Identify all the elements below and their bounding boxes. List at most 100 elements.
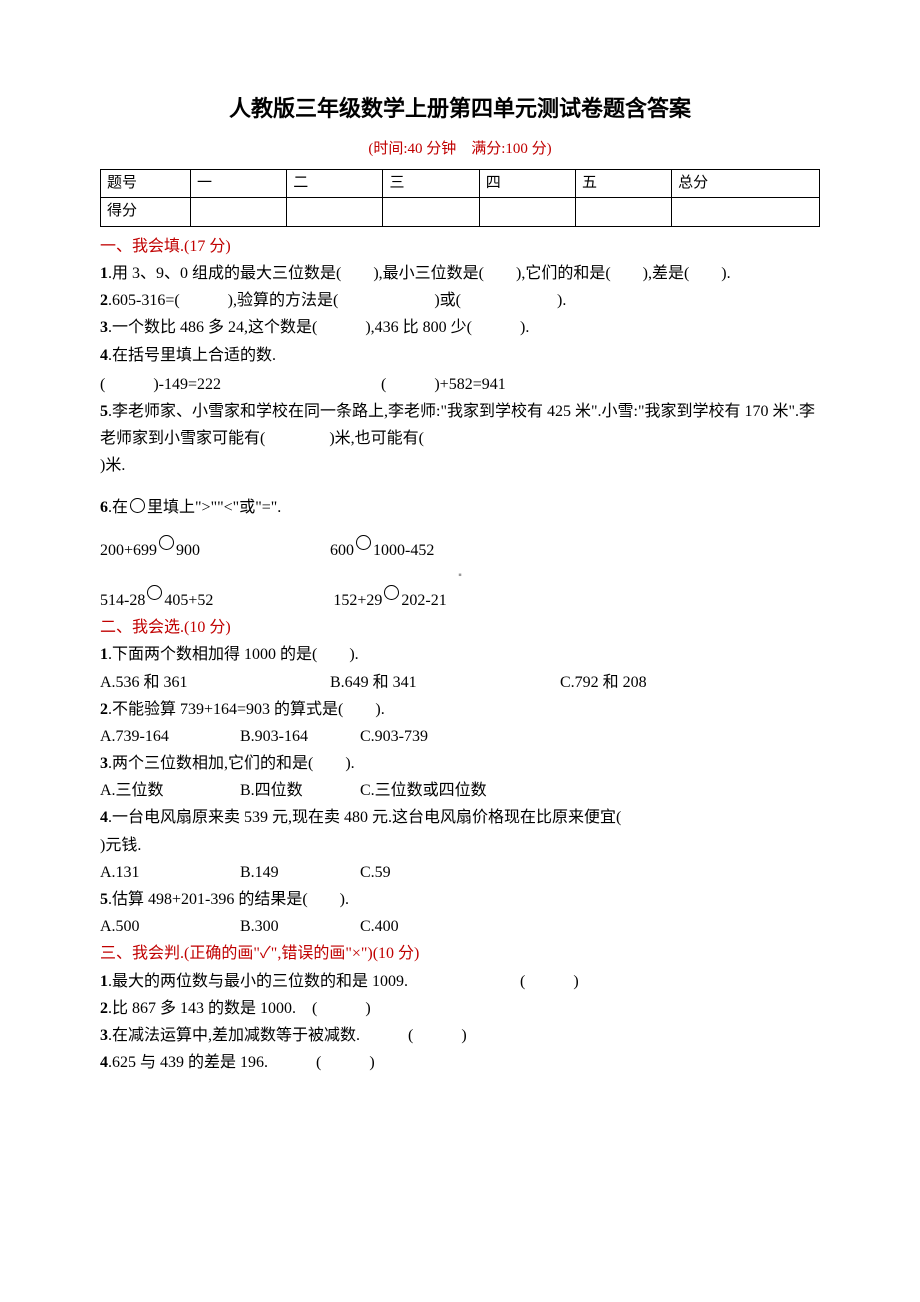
option-a: A.131 xyxy=(100,859,240,886)
option-b: B.四位数 xyxy=(240,777,360,804)
qtext: .625 与 439 的差是 196. ( ) xyxy=(108,1054,375,1071)
qnum: 2 xyxy=(100,292,108,309)
qnum: 2 xyxy=(100,701,108,718)
option-c: C.三位数或四位数 xyxy=(360,777,487,804)
cell: 题号 xyxy=(101,169,191,198)
s1-q6-row2: 514-28405+52 152+29202-21 xyxy=(100,587,820,614)
gap xyxy=(200,537,330,564)
section-1-header: 一、我会填.(17 分) xyxy=(100,233,820,260)
qtext: .605-316=( ),验算的方法是( )或( ). xyxy=(108,292,566,309)
qnum: 1 xyxy=(100,265,108,282)
s2-q2: 2.不能验算 739+164=903 的算式是( ). xyxy=(100,696,820,723)
cell: 一 xyxy=(191,169,287,198)
qnum: 5 xyxy=(100,403,108,420)
qnum: 1 xyxy=(100,646,108,663)
option-c: C.59 xyxy=(360,859,391,886)
expr: 514-28 xyxy=(100,587,145,614)
cell xyxy=(287,198,383,227)
s1-q2: 2.605-316=( ),验算的方法是( )或( ). xyxy=(100,287,820,314)
option-a: A.536 和 361 xyxy=(100,669,330,696)
qnum: 6 xyxy=(100,499,108,516)
qtext: .在减法运算中,差加减数等于被减数. ( ) xyxy=(108,1027,467,1044)
cell: 四 xyxy=(479,169,575,198)
cell xyxy=(191,198,287,227)
expr: 202-21 xyxy=(401,587,446,614)
qtext: .一个数比 486 多 24,这个数是( ),436 比 800 少( ). xyxy=(108,319,529,336)
gap xyxy=(213,587,333,614)
s2-q1-options: A.536 和 361 B.649 和 341 C.792 和 208 xyxy=(100,669,820,696)
cell xyxy=(575,198,671,227)
table-row: 得分 xyxy=(101,198,820,227)
s3-q1: 1.最大的两位数与最小的三位数的和是 1009. ( ) xyxy=(100,968,820,995)
s1-q5-cont: )米. xyxy=(100,452,820,479)
qnum: 1 xyxy=(100,973,108,990)
option-c: C.903-739 xyxy=(360,723,428,750)
s1-q6: 6.在里填上">""<"或"=". xyxy=(100,494,820,521)
option-b: B.903-164 xyxy=(240,723,360,750)
qnum: 3 xyxy=(100,1027,108,1044)
cell: 得分 xyxy=(101,198,191,227)
option-c: C.400 xyxy=(360,913,399,940)
s3-q3: 3.在减法运算中,差加减数等于被减数. ( ) xyxy=(100,1022,820,1049)
s2-q4-options: A.131 B.149 C.59 xyxy=(100,859,820,886)
expr: 1000-452 xyxy=(373,537,434,564)
s3-q2: 2.比 867 多 143 的数是 1000. ( ) xyxy=(100,995,820,1022)
qtext: .在括号里填上合适的数. xyxy=(108,347,276,364)
qnum: 3 xyxy=(100,755,108,772)
s2-q3: 3.两个三位数相加,它们的和是( ). xyxy=(100,750,820,777)
page-title: 人教版三年级数学上册第四单元测试卷题含答案 xyxy=(100,90,820,127)
qnum: 4 xyxy=(100,347,108,364)
circle-icon xyxy=(384,585,399,600)
expr: ( )+582=941 xyxy=(381,371,506,398)
section-2-header: 二、我会选.(10 分) xyxy=(100,614,820,641)
section-3-header: 三、我会判.(正确的画"✓",错误的画"×")(10 分) xyxy=(100,940,820,967)
expr: 900 xyxy=(176,537,200,564)
cell xyxy=(479,198,575,227)
center-mark-icon: ▪ xyxy=(100,567,820,584)
score-table: 题号 一 二 三 四 五 总分 得分 xyxy=(100,169,820,227)
qtext: .不能验算 739+164=903 的算式是( ). xyxy=(108,701,385,718)
s2-q1: 1.下面两个数相加得 1000 的是( ). xyxy=(100,641,820,668)
cell: 三 xyxy=(383,169,479,198)
qtext: .李老师家、小雪家和学校在同一条路上,李老师:"我家到学校有 425 米".小雪… xyxy=(100,403,815,447)
circle-icon xyxy=(356,535,371,550)
option-a: A.739-164 xyxy=(100,723,240,750)
option-a: A.500 xyxy=(100,913,240,940)
s3-q4: 4.625 与 439 的差是 196. ( ) xyxy=(100,1049,820,1076)
qtext: .两个三位数相加,它们的和是( ). xyxy=(108,755,355,772)
qtext: .用 3、9、0 组成的最大三位数是( ),最小三位数是( ),它们的和是( )… xyxy=(108,265,731,282)
option-b: B.300 xyxy=(240,913,360,940)
option-b: B.649 和 341 xyxy=(330,669,560,696)
qnum: 5 xyxy=(100,891,108,908)
qnum: 4 xyxy=(100,809,108,826)
qtext: .一台电风扇原来卖 539 元,现在卖 480 元.这台电风扇价格现在比原来便宜… xyxy=(108,809,637,826)
gap xyxy=(221,371,381,398)
s1-q5: 5.李老师家、小雪家和学校在同一条路上,李老师:"我家到学校有 425 米".小… xyxy=(100,398,820,452)
s1-q6-row1: 200+699900 6001000-452 xyxy=(100,537,820,564)
qtext: .下面两个数相加得 1000 的是( ). xyxy=(108,646,359,663)
s1-q4: 4.在括号里填上合适的数. xyxy=(100,342,820,369)
option-c: C.792 和 208 xyxy=(560,669,647,696)
cell: 总分 xyxy=(672,169,820,198)
subtitle: (时间:40 分钟 满分:100 分) xyxy=(100,137,820,163)
circle-icon xyxy=(130,498,145,513)
qtext: 里填上">""<"或"=". xyxy=(147,499,281,516)
expr: ( )-149=222 xyxy=(100,371,221,398)
table-row: 题号 一 二 三 四 五 总分 xyxy=(101,169,820,198)
qnum: 2 xyxy=(100,1000,108,1017)
s2-q4-cont: )元钱. xyxy=(100,832,820,859)
s1-q4-row: ( )-149=222 ( )+582=941 xyxy=(100,371,820,398)
s2-q4: 4.一台电风扇原来卖 539 元,现在卖 480 元.这台电风扇价格现在比原来便… xyxy=(100,804,820,831)
expr: 152+29 xyxy=(333,587,382,614)
qnum: 4 xyxy=(100,1054,108,1071)
s2-q3-options: A.三位数 B.四位数 C.三位数或四位数 xyxy=(100,777,820,804)
cell: 五 xyxy=(575,169,671,198)
option-a: A.三位数 xyxy=(100,777,240,804)
qtext: .最大的两位数与最小的三位数的和是 1009. ( ) xyxy=(108,973,579,990)
qtext: .估算 498+201-396 的结果是( ). xyxy=(108,891,349,908)
s2-q2-options: A.739-164 B.903-164 C.903-739 xyxy=(100,723,820,750)
circle-icon xyxy=(159,535,174,550)
cell: 二 xyxy=(287,169,383,198)
qtext: .比 867 多 143 的数是 1000. ( ) xyxy=(108,1000,371,1017)
option-b: B.149 xyxy=(240,859,360,886)
